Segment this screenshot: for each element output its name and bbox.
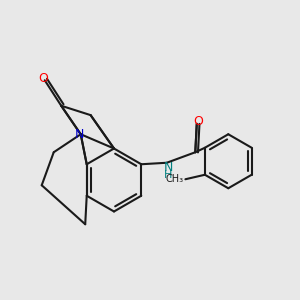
Text: N: N [164, 161, 173, 174]
Text: H: H [164, 170, 172, 180]
Text: CH₃: CH₃ [166, 174, 184, 184]
Text: O: O [193, 115, 203, 128]
Text: N: N [74, 128, 84, 141]
Text: O: O [38, 72, 48, 85]
